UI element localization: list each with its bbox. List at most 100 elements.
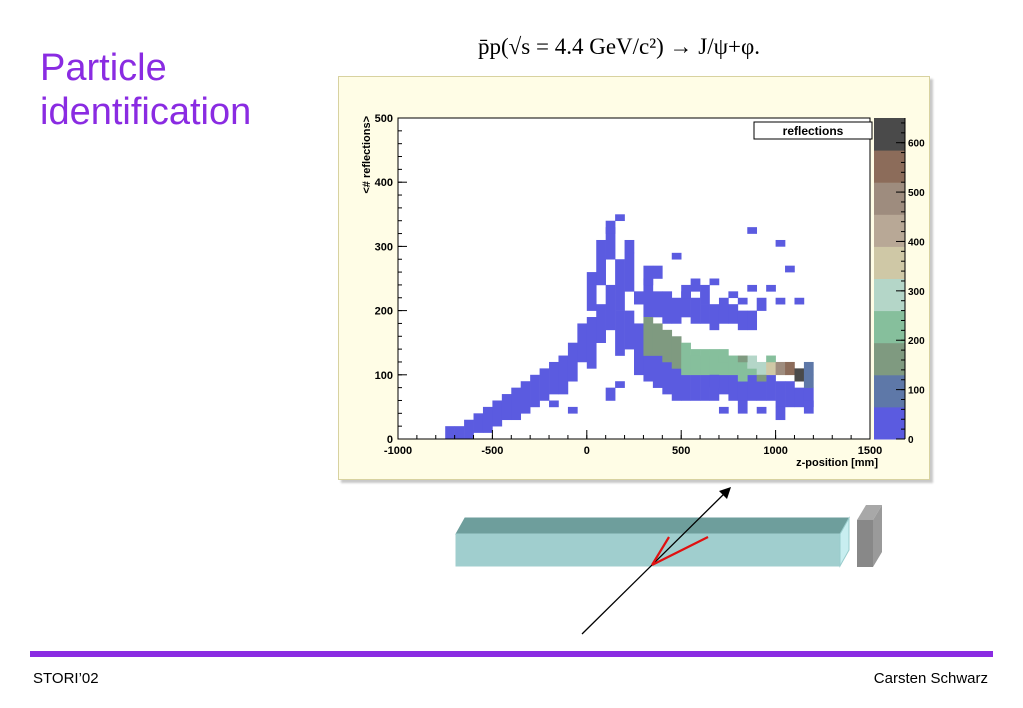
- heatmap-cell: [605, 387, 616, 401]
- colorbar-swatch: [874, 118, 905, 151]
- heatmap-cell: [615, 310, 625, 356]
- y-tick-label: 100: [375, 370, 393, 382]
- footer-conference: STORI’02: [33, 670, 99, 687]
- title-box: [753, 121, 873, 140]
- heatmap-cell: [803, 374, 814, 388]
- heatmap-cell: [530, 374, 540, 408]
- heatmap-cell: [766, 374, 776, 401]
- heatmap-cell: [482, 406, 493, 433]
- heatmap-cell: [549, 400, 559, 408]
- heatmap-cell: [596, 239, 606, 286]
- y-axis-label: <# reflections>: [361, 116, 373, 194]
- heatmap-cell: [737, 310, 748, 331]
- heatmap-cell: [709, 304, 720, 331]
- colorbar-swatch: [874, 246, 905, 279]
- heatmap-cell: [747, 310, 758, 331]
- heatmap-cell: [671, 252, 682, 260]
- heatmap-cell: [728, 355, 739, 376]
- heatmap-cell: [766, 284, 776, 292]
- footer-bar: [30, 651, 993, 657]
- colorbar-swatch: [874, 310, 905, 344]
- radiator-bar-front: [455, 533, 841, 567]
- x-tick-label: 0: [584, 445, 590, 457]
- colorbar-tick-label: 200: [908, 336, 925, 347]
- heatmap-cell: [577, 323, 588, 363]
- heatmap-cell: [700, 355, 710, 401]
- y-tick-label: 400: [375, 177, 393, 189]
- heatmap-cell: [473, 413, 484, 433]
- heatmap-cell: [671, 349, 682, 401]
- heatmap-cell: [558, 355, 569, 395]
- heatmap-cell: [737, 361, 748, 382]
- heatmap-cell: [643, 265, 654, 286]
- heatmap-cell: [700, 349, 710, 376]
- heatmap-cell: [445, 426, 455, 440]
- heatmap-cell: [775, 381, 786, 408]
- heatmap-cell: [756, 374, 767, 382]
- x-tick-label: -1000: [384, 445, 412, 457]
- heatmap-cell: [549, 361, 559, 395]
- x-tick-label: 1500: [858, 445, 882, 457]
- heatmap-cell: [681, 291, 691, 318]
- cherenkov-ray-1: [651, 536, 670, 566]
- x-tick-label: 500: [672, 445, 690, 457]
- track-arrowhead: [719, 487, 731, 499]
- colorbar-tick-label: 300: [908, 287, 925, 298]
- colorbar-tick-label: 0: [908, 435, 914, 446]
- heatmap-cell: [747, 284, 758, 292]
- heatmap-cell: [803, 387, 814, 408]
- heatmap-cell: [690, 355, 701, 369]
- y-tick-label: 300: [375, 241, 393, 253]
- heatmap-cell: [690, 355, 701, 401]
- colorbar-swatch: [874, 182, 905, 215]
- heatmap-cell: [539, 368, 550, 401]
- heatmap-cell: [690, 278, 701, 292]
- heatmap-cell: [728, 291, 739, 299]
- heatmap-cell: [671, 336, 682, 369]
- readout-block-side: [857, 505, 882, 520]
- heatmap-cell: [785, 265, 795, 273]
- heatmap-cell: [785, 381, 795, 408]
- readout-block: [857, 520, 873, 567]
- y-tick-label: 500: [375, 113, 393, 125]
- colorbar-swatch: [874, 374, 905, 408]
- colorbar-swatch: [874, 278, 905, 312]
- heatmap-cell: [652, 291, 663, 318]
- colorbar-tick-label: 500: [908, 188, 925, 199]
- colorbar-swatch: [874, 214, 905, 247]
- heatmap-cell: [785, 361, 795, 376]
- heatmap-cell: [737, 368, 748, 401]
- heatmap-cell: [803, 400, 814, 414]
- heatmap-cell: [747, 368, 758, 401]
- heatmap-cell: [709, 374, 720, 388]
- y-tick-label: 200: [375, 306, 393, 318]
- x-axis-label: z-position [mm]: [796, 457, 878, 469]
- heatmap-cell: [501, 394, 512, 421]
- heatmap-cell: [596, 304, 606, 343]
- heatmap-cell: [775, 239, 786, 247]
- heatmap-cell: [718, 297, 729, 311]
- heatmap-cell: [671, 297, 682, 324]
- colorbar-tick-label: 100: [908, 386, 925, 397]
- heatmap-cell: [662, 291, 673, 324]
- plot-frame: -1000 -500 0 500 1000 1500 0 100 200 300 400 500 z-p…: [338, 76, 930, 480]
- heatmap-cell: [454, 426, 465, 440]
- heatmap-cell: [634, 323, 644, 376]
- radiator-bar-end: [839, 516, 850, 568]
- plot-border: [397, 117, 871, 440]
- heatmap-cell: [728, 304, 739, 324]
- heatmap-cell: [718, 304, 729, 324]
- heatmap-cell: [567, 342, 578, 382]
- heatmap-cell: [605, 227, 616, 260]
- colorbar-swatch: [874, 342, 905, 376]
- heatmap-cell: [662, 329, 673, 363]
- heatmap-cell: [700, 284, 710, 305]
- heatmap-cell: [624, 239, 635, 254]
- x-tick-label: -500: [481, 445, 503, 457]
- heatmap-cell: [794, 297, 805, 305]
- colorbar-swatch: [874, 150, 905, 183]
- particle-track: [581, 489, 729, 635]
- heatmap-cell: [586, 272, 597, 311]
- heatmap-cell: [615, 259, 625, 311]
- reaction-formula: p̄p(√s = 4.4 GeV/c²) → J/ψ+φ.: [478, 34, 761, 59]
